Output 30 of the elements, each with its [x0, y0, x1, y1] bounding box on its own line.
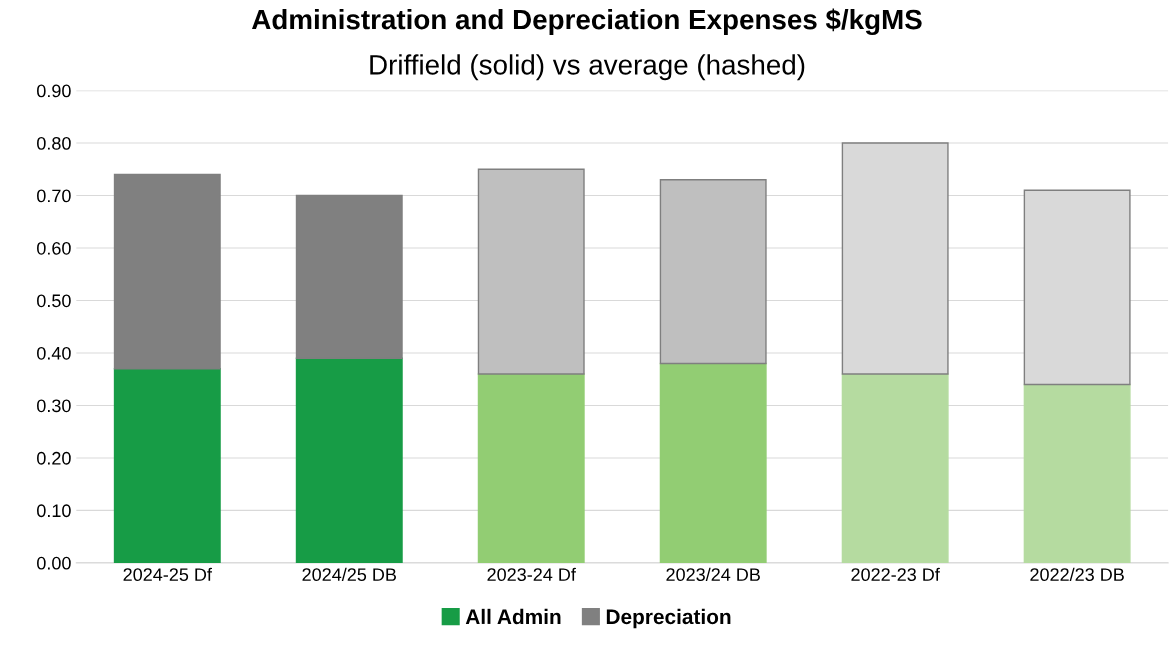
- y-tick-label: 0.50: [37, 294, 71, 308]
- bar: [477, 373, 585, 563]
- x-tick-label: 2023/24 DB: [666, 567, 760, 582]
- x-tick-label: 2022-23 Df: [851, 567, 940, 582]
- bar: [841, 373, 949, 563]
- bar: [113, 173, 221, 370]
- bar: [113, 368, 221, 563]
- x-tick-label: 2024/25 DB: [302, 567, 396, 582]
- y-tick-label: 0.60: [37, 241, 71, 255]
- x-tick-label: 2022/23 DB: [1030, 567, 1124, 582]
- legend-label: Depreciation: [606, 608, 731, 629]
- bar: [1023, 383, 1131, 563]
- y-tick-label: 0.00: [37, 556, 71, 570]
- y-tick-label: 0.20: [37, 451, 71, 465]
- chart-title: Administration and Depreciation Expenses $/kgMS: [251, 8, 922, 35]
- y-tick-label: 0.90: [37, 84, 71, 98]
- y-tick-label: 0.80: [37, 136, 71, 150]
- bar: [659, 179, 767, 365]
- y-tick-label: 0.40: [37, 346, 71, 360]
- bar: [477, 168, 585, 375]
- bar: [659, 362, 767, 563]
- y-tick-label: 0.30: [37, 399, 71, 413]
- bar: [295, 357, 403, 563]
- bar: [295, 194, 403, 359]
- legend-label: All Admin: [465, 608, 561, 625]
- x-tick-label: 2024-25 Df: [123, 567, 212, 582]
- y-tick-label: 0.70: [37, 189, 71, 203]
- chart-subtitle: Driffield (solid) vs average (hashed): [370, 54, 805, 81]
- x-tick-label: 2023-24 Df: [487, 567, 576, 582]
- y-tick-label: 0.10: [37, 504, 71, 518]
